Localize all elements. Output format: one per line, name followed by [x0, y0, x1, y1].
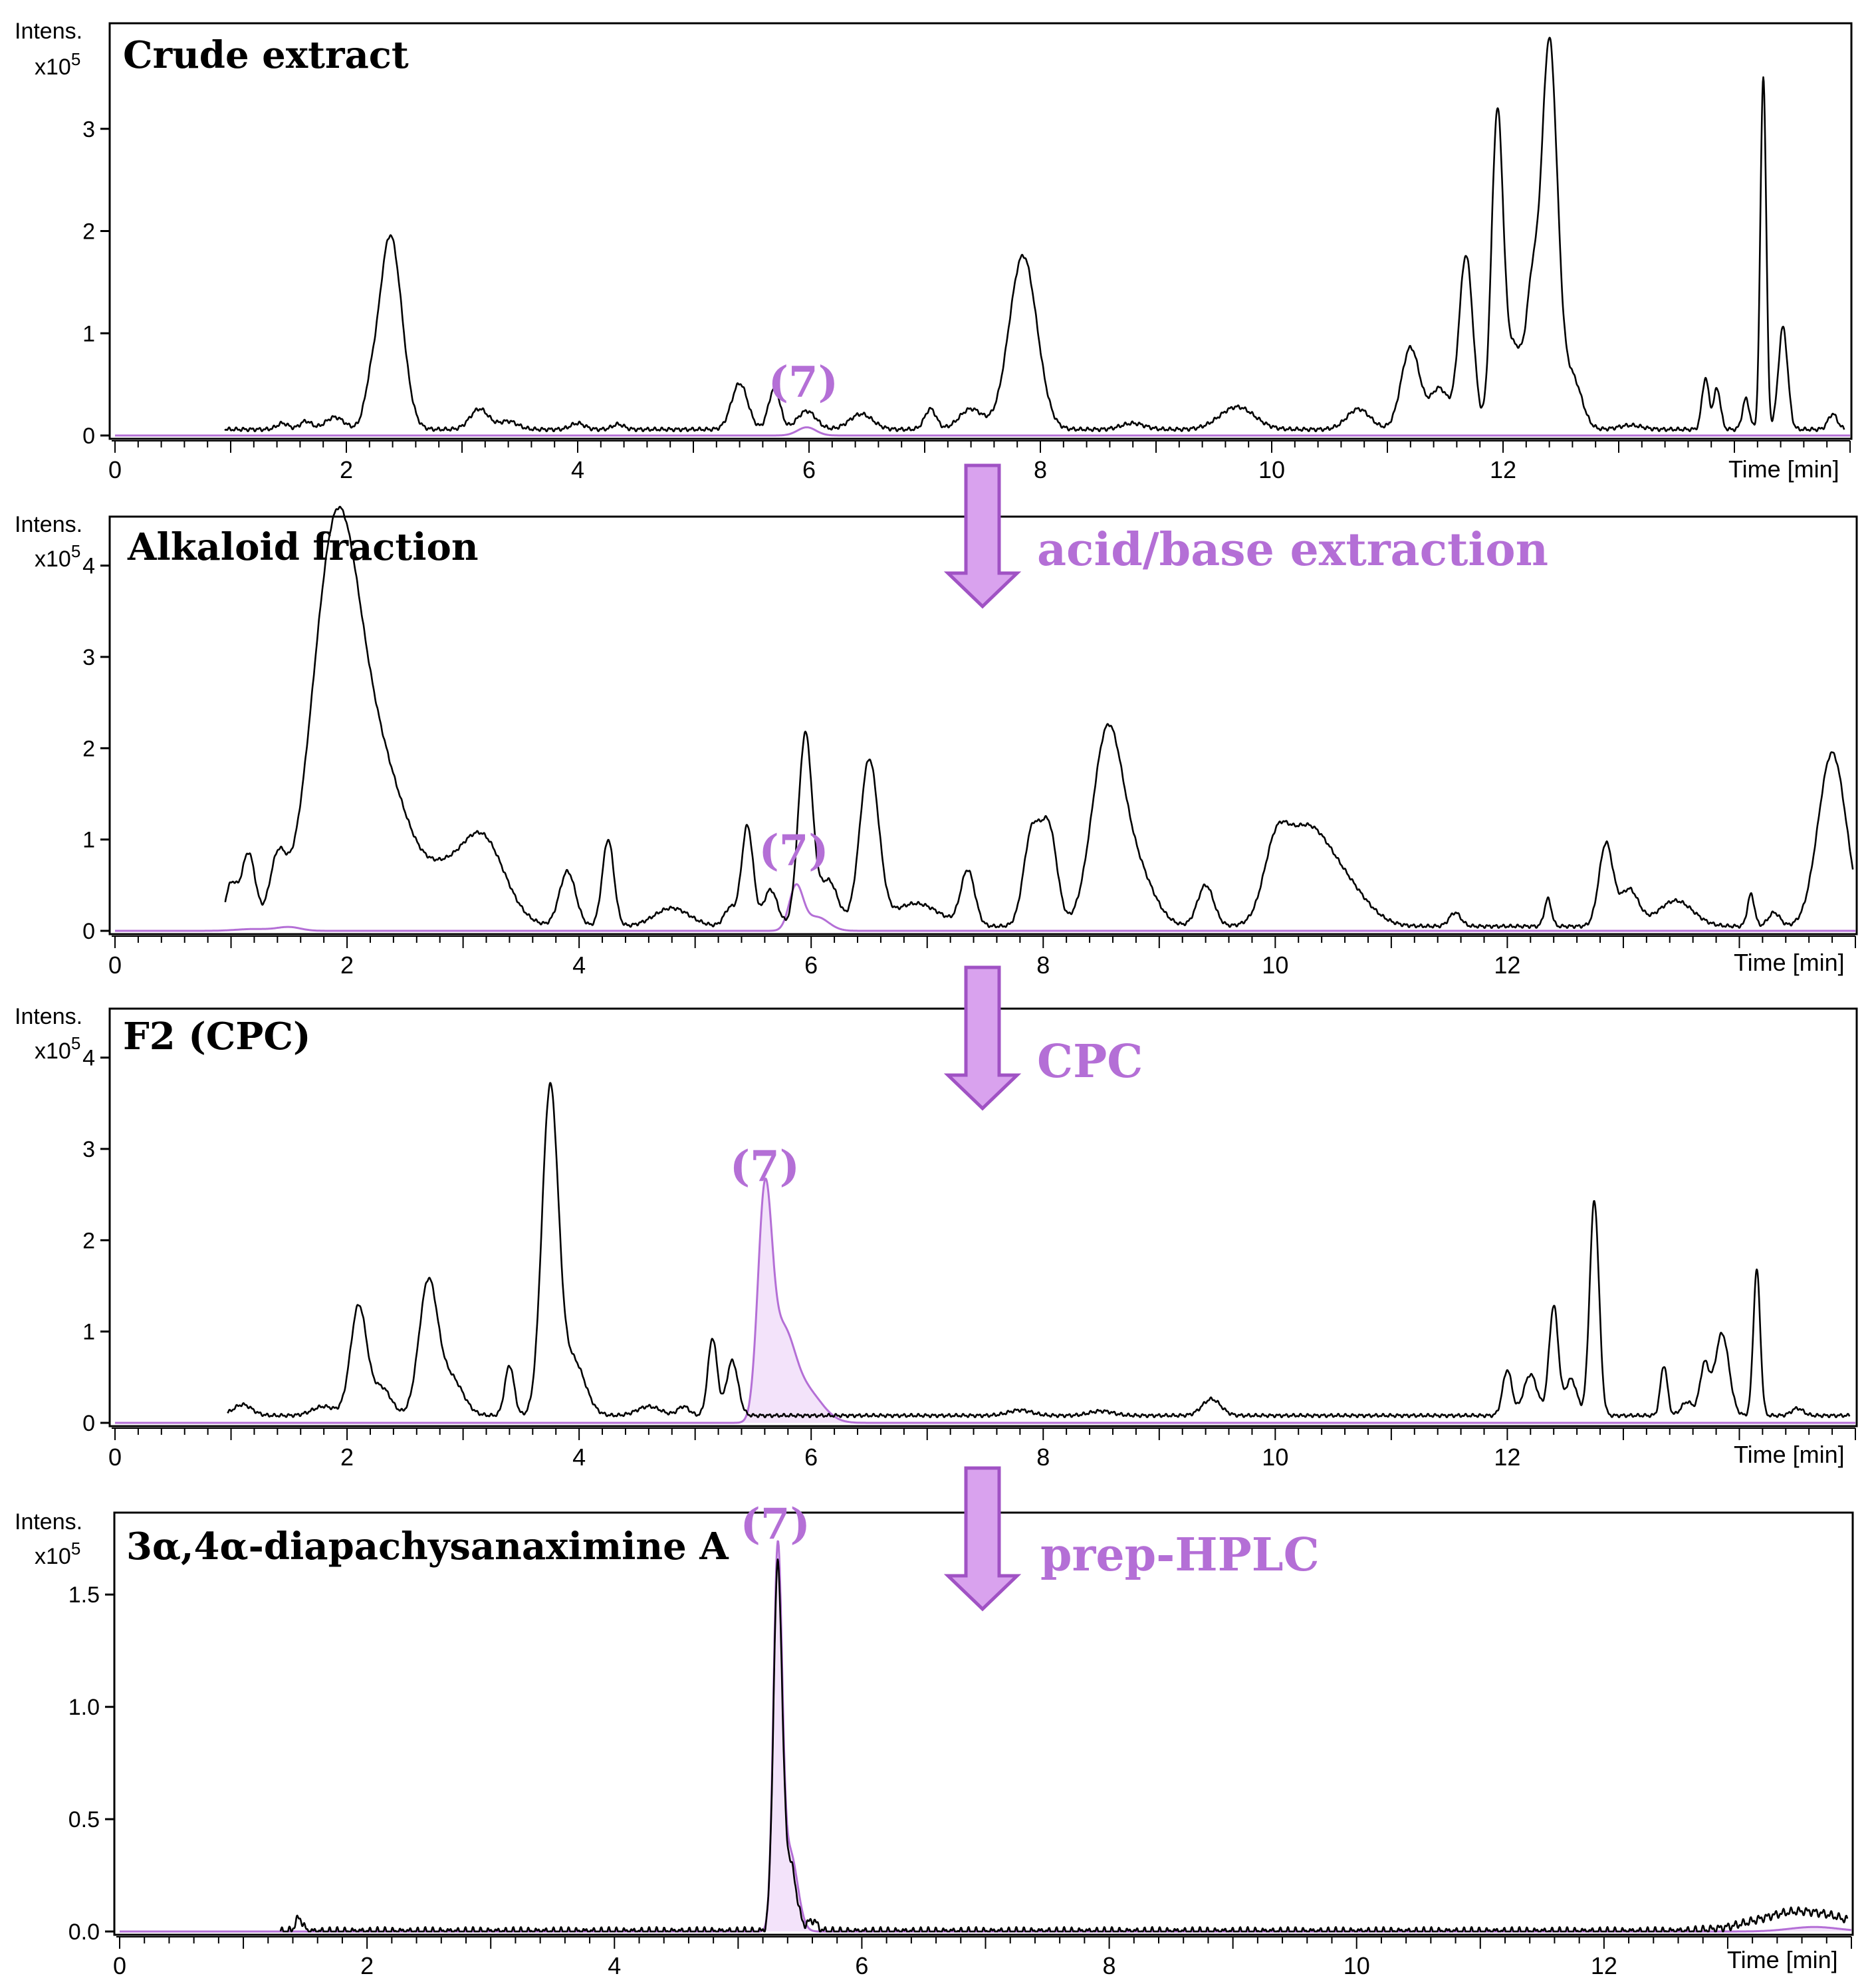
process-step-label: acid/base extraction [1037, 523, 1548, 576]
y-tick-label: 1 [82, 1320, 95, 1345]
y-tick-label: 2 [82, 219, 95, 245]
y-tick-label: 2 [82, 736, 95, 761]
y-tick-label: 1 [82, 828, 95, 853]
x-tick-label: 8 [1103, 1952, 1116, 1979]
y-tick-label: 3 [82, 1137, 95, 1162]
x-tick-label: 0 [108, 951, 122, 979]
x-tick-label: 4 [571, 456, 584, 483]
y-axis-exponent: 5 [71, 541, 80, 561]
y-tick-label: 0.5 [68, 1807, 100, 1832]
down-arrow-icon [943, 965, 1022, 1111]
x-tick-label: 10 [1258, 456, 1285, 483]
y-tick-label: 0 [82, 424, 95, 449]
panel-diapachysanaximine: Intens. x105 3α,4α-diapachysanaximine A … [15, 1499, 1854, 1979]
x-tick-label: 2 [340, 1443, 354, 1471]
y-axis-label-line1: Intens. [15, 19, 82, 44]
y-tick-label: 1 [82, 321, 95, 346]
y-tick-label: 2 [82, 1228, 95, 1253]
y-axis-exponent: 5 [71, 1033, 80, 1053]
x-tick-label: 8 [1034, 456, 1047, 483]
down-arrow-icon [943, 463, 1022, 609]
x-tick-label: 2 [360, 1952, 374, 1979]
panel-crude-extract: Intens. x105 Crude extract Time [min] 0 1… [15, 19, 1853, 483]
x-tick-label: 4 [572, 1443, 586, 1471]
x-tick-label: 10 [1262, 1443, 1288, 1471]
x-tick-label: 2 [340, 456, 353, 483]
y-axis-label-line2: x105 [35, 1033, 80, 1064]
panel-title: F2 (CPC) [123, 1015, 310, 1058]
panel-title: 3α,4α-diapachysanaximine A [126, 1525, 729, 1568]
y-tick-label: 0 [82, 1411, 95, 1436]
y-tick-label: 1.5 [68, 1582, 100, 1608]
x-tick-label: 2 [340, 951, 354, 979]
series-line-compound-7-EIC [114, 883, 1856, 932]
compound-label: (7) [730, 1142, 800, 1191]
y-tick-label: 0 [82, 919, 95, 944]
series-line-total-ion-chromatogram [227, 1082, 1851, 1419]
x-tick-label: 10 [1262, 951, 1288, 979]
y-tick-label: 3 [82, 645, 95, 670]
y-axis-exponent: 5 [71, 49, 80, 69]
y-tick-label: 1.0 [68, 1695, 100, 1720]
y-axis-label-line1: Intens. [15, 512, 82, 537]
x-tick-label: 10 [1344, 1952, 1370, 1979]
x-tick-label: 8 [1036, 951, 1050, 979]
panel-title: Alkaloid fraction [127, 525, 479, 569]
process-step-label: prep-HPLC [1040, 1529, 1320, 1582]
process-step-label: CPC [1037, 1035, 1143, 1088]
panel-frame [108, 22, 1853, 440]
x-tick-label: 6 [802, 456, 816, 483]
y-axis-label-line1: Intens. [15, 1509, 82, 1535]
x-tick-label: 12 [1490, 456, 1516, 483]
x-tick-label: 6 [804, 1443, 818, 1471]
x-tick-label: 12 [1591, 1952, 1617, 1979]
compound-label: (7) [741, 1499, 810, 1549]
compound-label: (7) [759, 826, 828, 876]
x-tick-label: 4 [608, 1952, 621, 1979]
x-tick-label: 6 [804, 951, 818, 979]
x-axis-label: Time [min] [1727, 1946, 1838, 1973]
series-line-total-ion-chromatogram [224, 37, 1845, 433]
compound-label: (7) [768, 358, 838, 408]
series-line-total-ion-chromatogram [224, 505, 1854, 930]
x-tick-label: 0 [108, 1443, 122, 1471]
x-tick-label: 12 [1494, 1443, 1520, 1471]
y-axis-label-line2: x105 [35, 1539, 80, 1569]
series-line-compound-7-EIC [114, 426, 1851, 437]
panel-title: Crude extract [123, 33, 409, 77]
x-axis-label: Time [min] [1734, 1441, 1845, 1468]
y-axis-exponent: 5 [71, 1539, 80, 1558]
x-tick-label: 6 [855, 1952, 868, 1979]
y-tick-label: 0.0 [68, 1920, 100, 1945]
y-tick-label: 3 [82, 117, 95, 142]
process-step-acid-base: acid/base extraction [943, 463, 1548, 609]
x-tick-label: 0 [108, 456, 122, 483]
series-line-compound-7-EIC [114, 1178, 1856, 1424]
x-tick-label: 0 [113, 1952, 126, 1979]
x-tick-label: 8 [1036, 1443, 1050, 1471]
y-axis-label-line2: x105 [35, 541, 80, 572]
series-line-total-ion-chromatogram [279, 1558, 1849, 1933]
x-tick-label: 12 [1494, 951, 1520, 979]
process-step-cpc: CPC [943, 965, 1143, 1111]
down-arrow-icon [943, 1466, 1022, 1612]
y-axis-label-line2: x105 [35, 49, 80, 80]
y-tick-label: 4 [82, 1046, 95, 1071]
panel-alkaloid-fraction: Intens. x105 Alkaloid fraction Time [min… [15, 505, 1858, 979]
y-tick-label: 4 [82, 554, 95, 579]
process-step-prep-hplc: prep-HPLC [943, 1466, 1320, 1612]
x-axis-label: Time [min] [1728, 455, 1839, 483]
x-axis-label: Time [min] [1734, 949, 1845, 976]
x-tick-label: 4 [572, 951, 586, 979]
y-axis-label-line1: Intens. [15, 1004, 82, 1029]
series-fill-compound-7-EIC [115, 1178, 1855, 1423]
